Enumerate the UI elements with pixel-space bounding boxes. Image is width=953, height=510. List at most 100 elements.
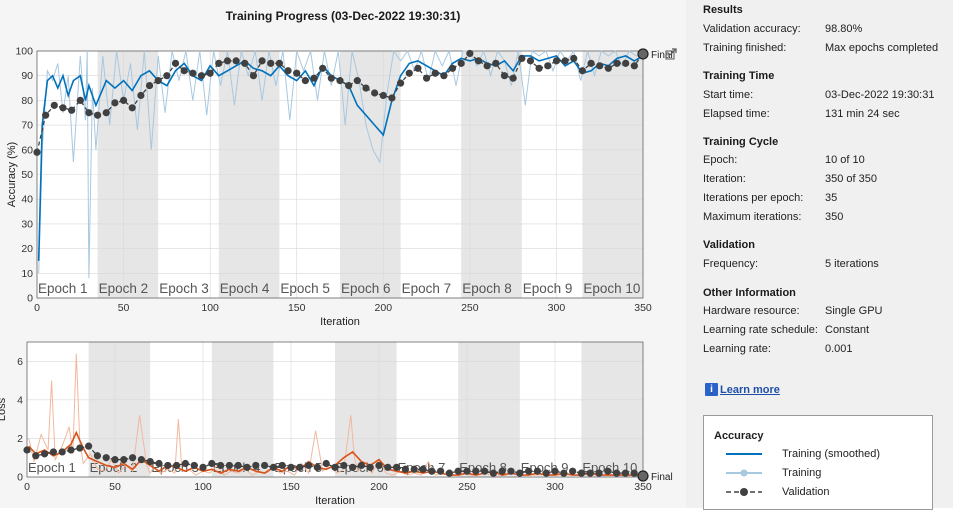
validation-point [319, 64, 327, 72]
x-axis-label: Iteration [315, 495, 355, 507]
validation-point [445, 469, 453, 477]
validation-point [301, 77, 309, 85]
validation-point [327, 74, 335, 82]
x-axis-label: Iteration [320, 316, 360, 328]
validation-point [137, 456, 145, 464]
validation-point [587, 59, 595, 67]
epoch-label: Epoch: [703, 154, 738, 166]
validation-point [296, 463, 304, 471]
validation-point [145, 81, 154, 90]
validation-point [552, 57, 561, 65]
validation-point [76, 444, 84, 452]
validation-point [384, 463, 392, 471]
validation-point [353, 77, 361, 85]
x-tick-label: 0 [34, 302, 40, 314]
validation-point [366, 463, 374, 471]
validation-point [535, 64, 543, 72]
training-plots: Training Progress (03-Dec-2022 19:30:31)… [0, 9, 677, 507]
validation-point [393, 463, 401, 471]
final-marker [637, 48, 649, 60]
validation-point [111, 99, 119, 107]
validation-point [410, 465, 418, 473]
validation-point [448, 64, 457, 72]
validation-point [33, 148, 41, 156]
epoch-label: Epoch 4 [220, 281, 270, 296]
validation-point [437, 467, 445, 475]
epoch-label: Epoch 1 [28, 460, 76, 475]
epoch-label: Epoch 8 [462, 281, 512, 296]
validation-point [59, 104, 67, 112]
frequency-value: 5 iterations [825, 258, 879, 270]
x-tick-label: 0 [24, 481, 30, 493]
validation-point [32, 452, 40, 460]
validation-point [533, 467, 542, 475]
learn-more-label: Learn more [720, 383, 780, 396]
validation-point [577, 469, 586, 477]
validation-point [578, 67, 587, 75]
elapsed-time-label: Elapsed time: [703, 108, 770, 120]
validation-point [102, 454, 110, 462]
validation-point [249, 72, 258, 80]
epoch-band [211, 342, 274, 477]
validation-point [466, 49, 474, 58]
validation-point [208, 459, 216, 468]
validation-point [613, 59, 621, 67]
validation-point [454, 467, 462, 475]
x-tick-label: 250 [461, 302, 479, 314]
y-tick-label: 4 [17, 394, 23, 406]
validation-point [621, 469, 630, 477]
y-tick-label: 50 [21, 169, 33, 181]
validation-point [414, 64, 422, 72]
validation-point [492, 59, 500, 67]
validation-point [551, 467, 559, 475]
export-icon[interactable] [665, 48, 677, 60]
validation-point [375, 461, 383, 470]
learning-rate-label: Learning rate: [703, 343, 771, 355]
validation-point [146, 457, 154, 466]
final-label: Final [651, 472, 673, 483]
validation-point [284, 67, 292, 75]
validation-point [613, 469, 621, 477]
validation-point [94, 111, 102, 119]
iterations-per-epoch-label: Iterations per epoch: [703, 192, 804, 204]
validation-point [357, 461, 365, 470]
validation-point [58, 448, 66, 456]
validation-point [305, 461, 313, 470]
x-tick-label: 300 [548, 302, 566, 314]
epoch-label: Epoch 1 [38, 281, 88, 296]
validation-point [630, 469, 638, 477]
learn-more-link[interactable]: i Learn more [705, 383, 780, 396]
validation-point [569, 467, 577, 475]
y-axis-label: Loss [0, 397, 8, 421]
legend-item-smoothed: Training (smoothed) [782, 448, 881, 460]
training-series [38, 49, 643, 279]
validation-point [128, 104, 136, 112]
results-header: Results [703, 4, 743, 16]
y-tick-label: 0 [27, 293, 33, 305]
validation-point [331, 463, 339, 471]
validation-point [489, 469, 497, 477]
iteration-label: Iteration: [703, 173, 746, 185]
legend-item-validation: Validation [782, 486, 830, 498]
validation-point [215, 59, 223, 67]
y-tick-label: 30 [21, 218, 33, 230]
learning-rate-value: 0.001 [825, 343, 853, 355]
validation-point [189, 69, 197, 77]
final-label: Final [651, 50, 673, 61]
validation-point [516, 469, 524, 477]
validation-accuracy-label: Validation accuracy: [703, 23, 801, 35]
validation-point [42, 111, 50, 119]
x-tick-label: 200 [375, 302, 393, 314]
validation-point [431, 69, 439, 77]
axes-box [36, 50, 644, 299]
validation-point [50, 101, 58, 109]
validation-point [440, 72, 448, 80]
y-tick-label: 70 [21, 120, 33, 132]
validation-point [525, 467, 533, 475]
validation-point [388, 94, 396, 102]
validation-point [67, 446, 75, 454]
validation-point [223, 57, 232, 65]
training-series [28, 353, 644, 477]
validation-point [595, 469, 603, 477]
frequency-label: Frequency: [703, 258, 759, 270]
